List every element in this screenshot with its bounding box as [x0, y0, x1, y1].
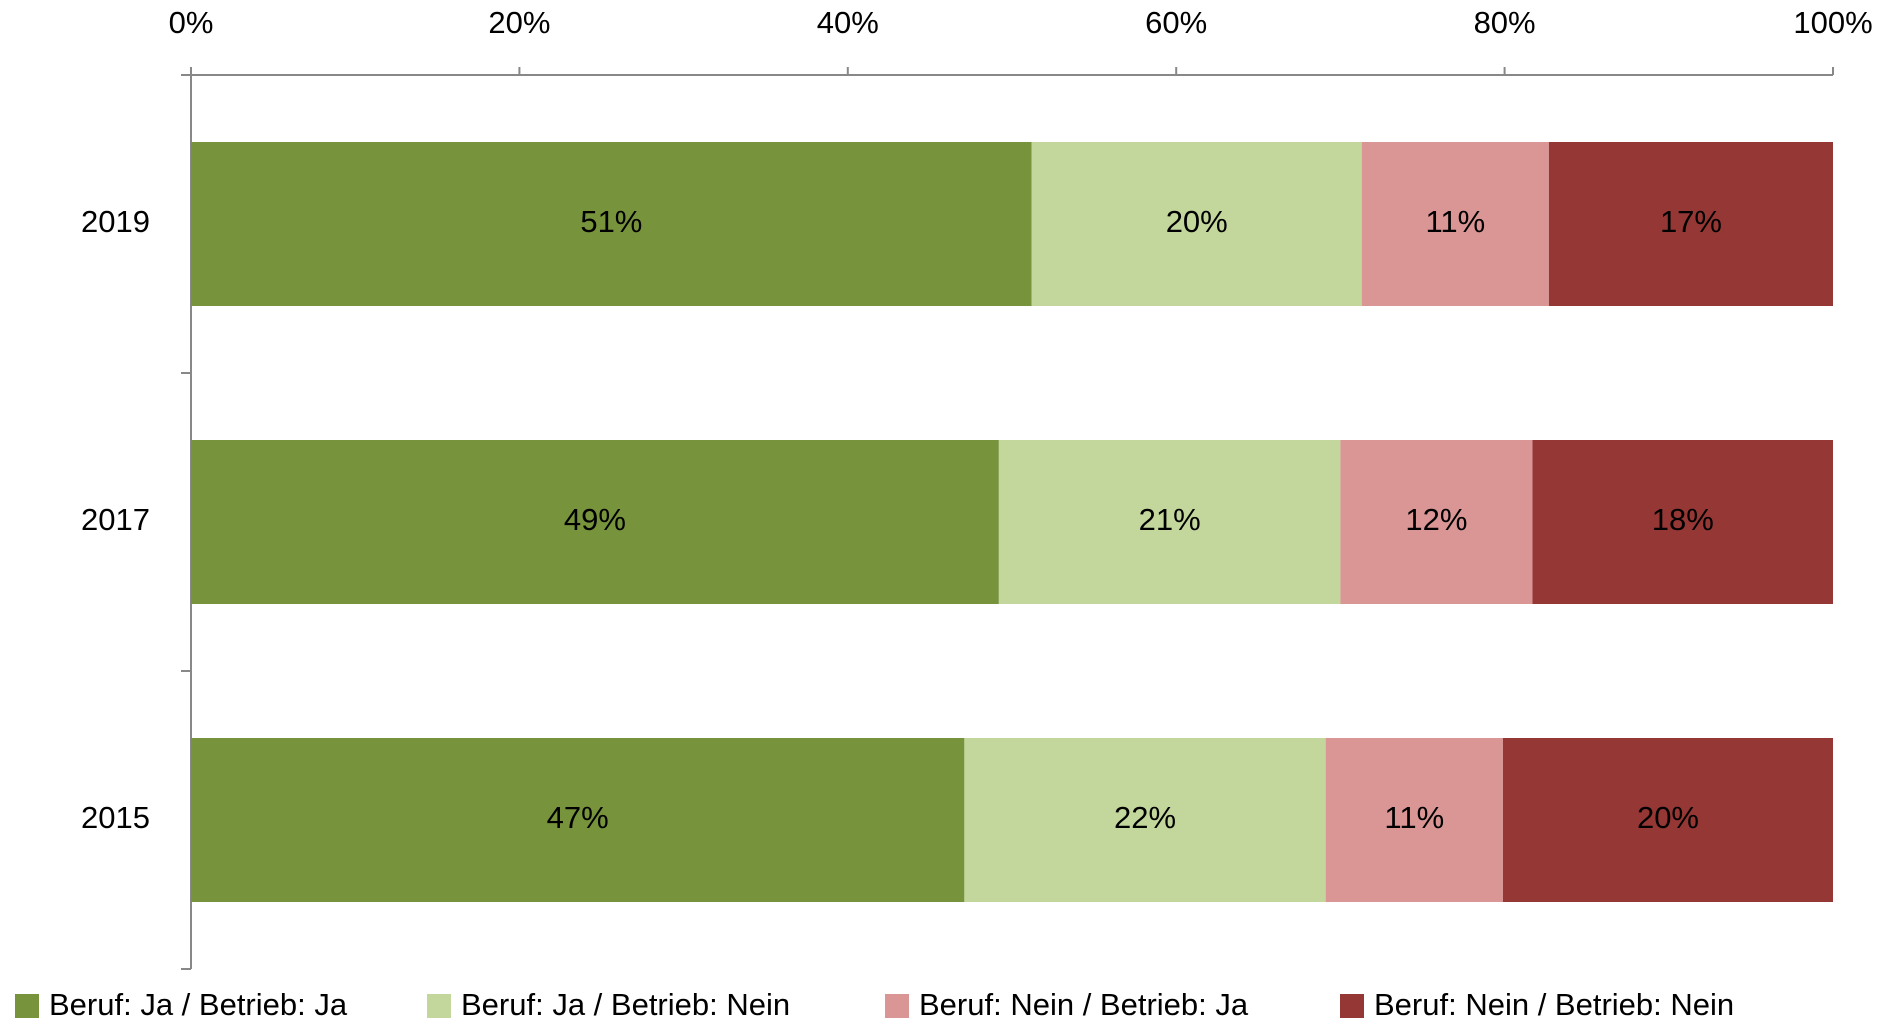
- data-label: 20%: [1637, 800, 1699, 835]
- data-label: 12%: [1405, 502, 1467, 537]
- legend-swatch: [427, 994, 451, 1018]
- bar-segment: [1532, 440, 1833, 604]
- x-tick-label: 20%: [488, 5, 550, 40]
- bar-segment: [1361, 142, 1549, 306]
- data-label: 51%: [580, 204, 642, 239]
- data-label: 47%: [547, 800, 609, 835]
- y-tick-label: 2015: [81, 800, 150, 835]
- x-tick-label: 40%: [817, 5, 879, 40]
- bar-segment: [191, 738, 965, 902]
- legend-swatch: [15, 994, 39, 1018]
- x-tick-label: 80%: [1474, 5, 1536, 40]
- data-label: 20%: [1166, 204, 1228, 239]
- bar-segment: [998, 440, 1341, 604]
- y-tick-label: 2019: [81, 204, 150, 239]
- legend-swatch: [885, 994, 909, 1018]
- legend-swatch: [1340, 994, 1364, 1018]
- legend-label: Beruf: Ja / Betrieb: Nein: [461, 987, 790, 1020]
- legend-label: Beruf: Nein / Betrieb: Ja: [919, 987, 1249, 1020]
- bar-segment: [1548, 142, 1833, 306]
- data-label: 49%: [564, 502, 626, 537]
- bar-segment: [964, 738, 1326, 902]
- x-tick-label: 0%: [169, 5, 214, 40]
- data-label: 17%: [1660, 204, 1722, 239]
- legend-label: Beruf: Nein / Betrieb: Nein: [1374, 987, 1734, 1020]
- y-tick-label: 2017: [81, 502, 150, 537]
- bar-segment: [1340, 440, 1533, 604]
- bar-segment: [191, 440, 999, 604]
- bar-segment: [1502, 738, 1833, 902]
- data-label: 18%: [1652, 502, 1714, 537]
- data-label: 11%: [1425, 204, 1485, 239]
- legend-label: Beruf: Ja / Betrieb: Ja: [49, 987, 348, 1020]
- bar-segment: [191, 142, 1032, 306]
- x-tick-label: 60%: [1145, 5, 1207, 40]
- data-label: 21%: [1139, 502, 1201, 537]
- data-label: 22%: [1114, 800, 1176, 835]
- bar-segment: [1031, 142, 1362, 306]
- x-tick-label: 100%: [1793, 5, 1872, 40]
- data-label: 11%: [1384, 800, 1444, 835]
- bar-segment: [1325, 738, 1503, 902]
